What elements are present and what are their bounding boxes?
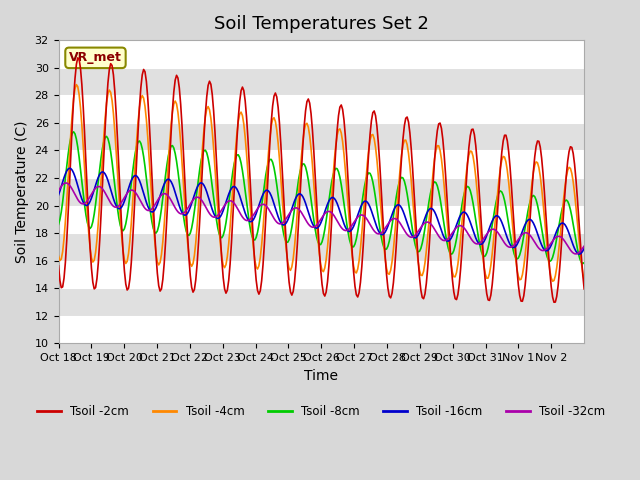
X-axis label: Time: Time [305, 369, 339, 383]
Legend: Tsoil -2cm, Tsoil -4cm, Tsoil -8cm, Tsoil -16cm, Tsoil -32cm: Tsoil -2cm, Tsoil -4cm, Tsoil -8cm, Tsoi… [33, 400, 610, 422]
Text: VR_met: VR_met [69, 51, 122, 64]
Bar [58, 205, 584, 233]
Y-axis label: Soil Temperature (C): Soil Temperature (C) [15, 120, 29, 263]
Bar [58, 233, 584, 261]
Bar [58, 40, 584, 68]
Title: Soil Temperatures Set 2: Soil Temperatures Set 2 [214, 15, 429, 33]
Bar [58, 316, 584, 343]
Bar [58, 150, 584, 178]
Bar [58, 288, 584, 316]
Bar [58, 68, 584, 95]
Bar [58, 123, 584, 150]
Bar [58, 261, 584, 288]
Bar [58, 178, 584, 205]
Bar [58, 95, 584, 123]
